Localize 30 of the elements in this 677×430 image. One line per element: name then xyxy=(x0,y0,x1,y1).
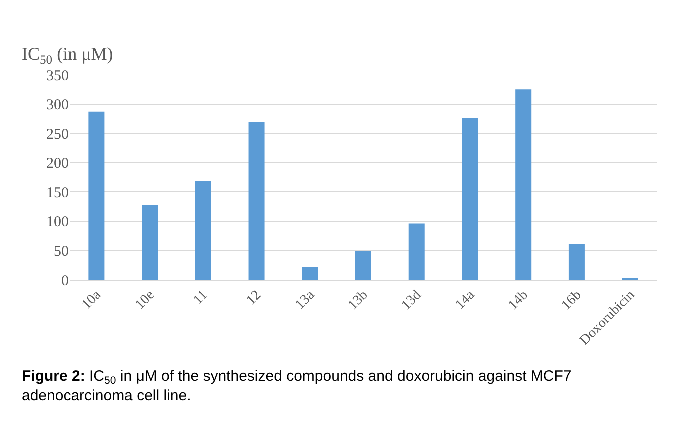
x-tick-label: 16b xyxy=(559,288,585,314)
x-tick-label: 10e xyxy=(132,288,158,313)
y-tick-label: 250 xyxy=(46,126,69,143)
bar xyxy=(568,244,585,280)
x-tick-label: 14b xyxy=(506,288,532,314)
bar xyxy=(142,205,158,280)
bar xyxy=(248,122,265,280)
y-axis-title: IC$_{50}$ (in μM) xyxy=(22,44,114,67)
y-tick-label: 150 xyxy=(46,185,69,202)
y-tick-label: 300 xyxy=(46,98,69,114)
x-tick-label: 13d xyxy=(399,288,425,314)
bar xyxy=(408,224,425,280)
x-tick-label: 13b xyxy=(346,288,372,314)
caption: Figure 2: IC$_{50}$ in μM of the synthesized compounds and doxorubicin against MCF7 adenocarcinoma cell line. xyxy=(22,368,572,404)
y-tick-label: 200 xyxy=(46,156,69,172)
y-tick-label: 350 xyxy=(46,68,69,84)
y-tick-label: 0 xyxy=(62,273,69,290)
bar xyxy=(462,118,478,280)
x-tick-label: 13a xyxy=(293,287,318,313)
x-tick-label: 11 xyxy=(191,288,212,308)
bar xyxy=(195,181,212,280)
bar xyxy=(88,112,105,280)
y-tick-label: 100 xyxy=(46,214,69,231)
x-tick-label: 14a xyxy=(453,287,479,313)
bar xyxy=(302,267,318,280)
x-tick-label: 10a xyxy=(80,287,106,313)
y-tick-label: 50 xyxy=(54,244,69,260)
x-tick-label: 12 xyxy=(244,288,265,308)
bar xyxy=(516,90,532,280)
bar xyxy=(356,251,372,280)
